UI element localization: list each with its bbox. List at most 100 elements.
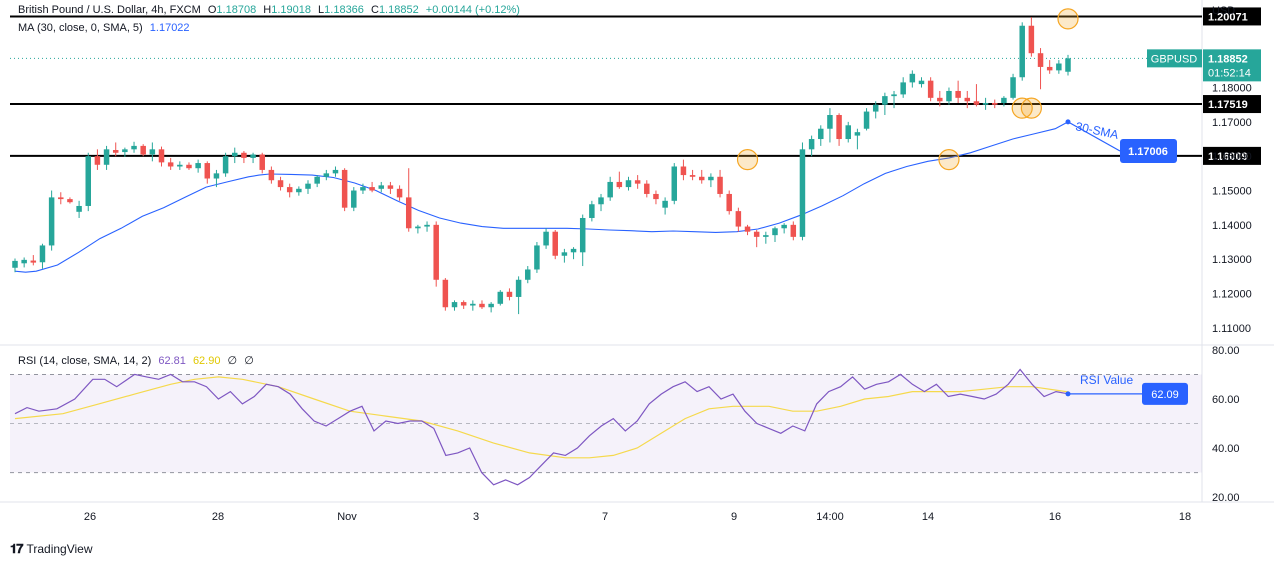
candle-body: [836, 115, 842, 140]
candle-body: [488, 303, 494, 308]
low-value: 1.18366: [324, 4, 364, 16]
candle-body: [506, 291, 513, 297]
candle-body: [112, 150, 119, 153]
candle-body: [323, 173, 330, 177]
candle-body: [946, 90, 952, 102]
candle-body: [955, 90, 961, 98]
rsi-callout-dot: [1065, 391, 1071, 397]
sma-line: [14, 121, 1069, 273]
price-tick-label: 1.16000: [1212, 151, 1252, 163]
candle-body: [726, 193, 732, 212]
candle-body: [103, 149, 110, 165]
time-tick-label: 18: [1179, 511, 1191, 523]
candle-body: [671, 166, 678, 201]
low-label: L: [318, 4, 325, 16]
candle-body: [1019, 25, 1025, 78]
level-tag: [1203, 7, 1261, 26]
close-value: 1.18852: [378, 4, 419, 16]
candle-body: [1046, 66, 1053, 71]
candle-body: [1056, 63, 1062, 71]
tradingview-logo-icon: 𝟏𝟕: [10, 541, 24, 556]
candle-body: [48, 197, 55, 246]
candle-body: [525, 269, 531, 280]
price-tick-label: 1.12000: [1212, 289, 1252, 301]
candle-body: [442, 279, 449, 308]
level-tag: [1203, 95, 1261, 114]
time-tick-label: 3: [473, 511, 479, 523]
candle-body: [296, 188, 302, 193]
candle-body: [222, 156, 229, 174]
candle-body: [286, 187, 293, 193]
last-price-value: 1.18852: [1208, 53, 1248, 65]
candle-body: [818, 128, 824, 140]
candle-body: [790, 224, 797, 237]
symbol-tag: [1147, 49, 1202, 68]
candle-body: [534, 245, 540, 270]
rsi-callout-tag: [1142, 382, 1188, 405]
candle-body: [616, 181, 623, 188]
candle-body: [982, 102, 989, 105]
candle-body: [241, 152, 247, 158]
time-tick-label: 9: [731, 511, 737, 523]
candle-body: [305, 183, 311, 189]
candle-body: [1010, 77, 1016, 98]
candle-body: [332, 169, 339, 174]
open-value: 1.18708: [216, 4, 257, 16]
rsi-tick-label: 20.00: [1212, 492, 1240, 504]
candle-body: [625, 180, 632, 188]
legend-ma: MA (30, close, 0, SMA, 5) 1.17022: [18, 22, 194, 34]
time-axis[interactable]: 26 28 Nov 3 7 9 14:00 14 16 18: [84, 511, 1191, 523]
candle-body: [451, 302, 458, 308]
markers-layer: [736, 8, 1079, 171]
candle-body: [360, 187, 366, 191]
candle-body: [808, 139, 815, 150]
candle-body: [122, 149, 128, 153]
candle-body: [39, 245, 46, 263]
change-value: +0.00144 (+0.12%): [425, 4, 520, 16]
candle-body: [598, 197, 604, 205]
candle-body: [396, 188, 403, 198]
candle-body: [992, 102, 998, 105]
candle-body: [918, 80, 925, 85]
candle-body: [799, 149, 806, 237]
last-price-tag: [1203, 49, 1261, 82]
time-tick-label: 14:00: [816, 511, 844, 523]
candle-body: [1028, 25, 1035, 54]
time-tick-label: 7: [602, 511, 608, 523]
candle-body: [186, 164, 192, 169]
candle-body: [378, 185, 385, 189]
time-tick-label: 16: [1049, 511, 1061, 523]
symbol-title: British Pound / U.S. Dollar, 4h, FXCM: [18, 4, 201, 16]
ma-label: MA (30, close, 0, SMA, 5): [18, 22, 143, 34]
horizontal-levels: 1.20071 1.17519 1.16009: [10, 7, 1261, 165]
open-label: O: [207, 4, 217, 16]
high-label: H: [263, 4, 272, 16]
tradingview-footer[interactable]: 𝟏𝟕 TradingView: [10, 541, 93, 557]
candle-body: [900, 82, 906, 95]
candle-body: [772, 228, 778, 236]
candle-body: [735, 211, 742, 227]
candle-body: [314, 176, 320, 184]
candle-body: [158, 149, 165, 163]
candle-body: [634, 180, 641, 184]
price-tick-label: 1.17000: [1212, 117, 1252, 129]
candle-body: [405, 197, 412, 229]
candle-body: [882, 96, 888, 105]
candle-body: [85, 156, 91, 206]
price-tick-label: 1.18000: [1212, 83, 1252, 95]
candles-layer: [12, 17, 1071, 315]
rsi-callout-label: RSI Value: [1080, 373, 1133, 387]
candle-body: [479, 303, 485, 308]
highlight-marker: [1057, 8, 1079, 30]
level-value: 1.20071: [1208, 11, 1248, 23]
price-axis[interactable]: 1.11000 1.12000 1.13000 1.14000 1.15000 1.160…: [1212, 5, 1252, 504]
candle-body: [579, 217, 586, 253]
sma-callout-value: 1.17006: [1128, 146, 1168, 158]
candle-body: [763, 235, 769, 237]
candle-body: [232, 152, 238, 157]
candle-body: [1065, 58, 1071, 72]
candle-body: [470, 303, 476, 306]
candle-body: [1037, 53, 1044, 67]
rsi-extra-1: ∅: [227, 355, 238, 367]
